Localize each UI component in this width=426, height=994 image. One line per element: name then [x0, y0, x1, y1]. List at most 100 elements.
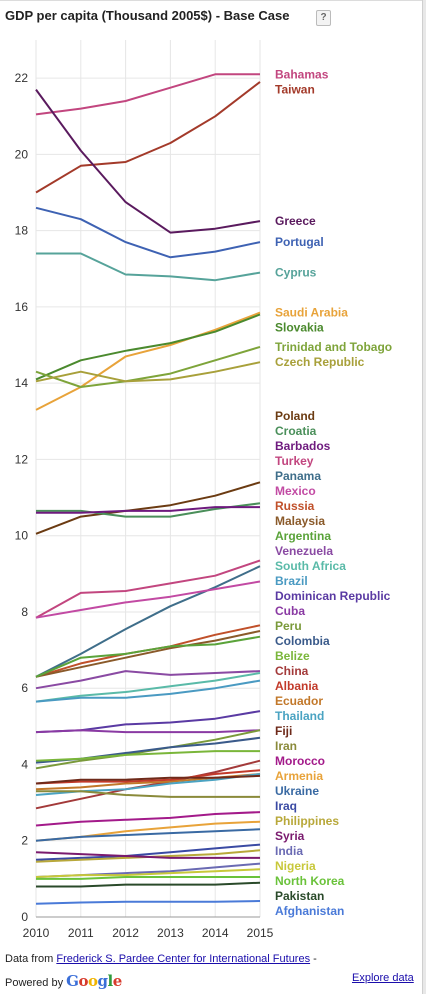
series-line — [35, 635, 261, 678]
series-label: Russia — [275, 499, 315, 513]
y-tick-label: 0 — [21, 910, 28, 924]
series-label: Iraq — [275, 799, 297, 813]
series-line — [35, 481, 261, 535]
series-label: Brazil — [275, 574, 308, 588]
series-label: Malaysia — [275, 514, 325, 528]
y-tick-label: 4 — [21, 757, 28, 771]
help-button[interactable]: ? — [316, 10, 331, 26]
series-label: Thailand — [275, 709, 324, 723]
series-line — [36, 881, 261, 888]
series-label: Saudi Arabia — [275, 306, 348, 320]
series-label: Peru — [275, 619, 302, 633]
x-tick-label: 2013 — [157, 926, 184, 940]
series-label: Colombia — [275, 634, 330, 648]
series-label: Croatia — [275, 424, 317, 438]
series-line — [35, 345, 261, 388]
series-label: Afghanistan — [275, 904, 344, 918]
series-line — [35, 750, 260, 762]
series-label: China — [275, 664, 309, 678]
series-line — [35, 559, 261, 619]
series-line — [36, 876, 260, 880]
x-tick-label: 2011 — [68, 926, 94, 940]
google-logo: Google — [66, 972, 122, 990]
series-label: Venezuela — [275, 544, 333, 558]
series-line — [35, 769, 261, 785]
series-line — [35, 774, 261, 785]
data-source-line: Data from Frederick S. Pardee Center for… — [5, 953, 317, 965]
series-label: Belize — [275, 649, 310, 663]
series-line — [35, 843, 261, 861]
x-tick-label: 2015 — [247, 926, 274, 940]
chart-axis: 0 2 4 6 8 10 12 14 16 18 20 22 2010 2011 2012 2013 2014 2… — [15, 71, 274, 940]
series-line — [35, 311, 261, 411]
series-label: Morocco — [275, 754, 325, 768]
series-line — [35, 710, 261, 734]
y-tick-label: 8 — [21, 605, 28, 619]
x-tick-label: 2010 — [23, 926, 50, 940]
series-label: Syria — [275, 829, 305, 843]
series-label: Panama — [275, 469, 321, 483]
series-label: Philippines — [275, 814, 339, 828]
y-tick-label: 10 — [15, 529, 29, 543]
series-label: Poland — [275, 409, 315, 423]
series-line — [35, 580, 261, 619]
x-tick-label: 2012 — [112, 926, 139, 940]
series-line — [36, 252, 261, 282]
y-tick-label: 22 — [15, 71, 29, 85]
series-label: Turkey — [275, 454, 314, 468]
series-line — [35, 565, 261, 678]
chart-title: GDP per capita (Thousand 2005$) - Base C… — [5, 8, 290, 23]
series-label: Fiji — [275, 724, 292, 738]
series-line — [35, 828, 261, 842]
explore-data-link[interactable]: Explore data — [352, 972, 414, 984]
series-label: Dominican Republic — [275, 589, 391, 603]
series-label: Greece — [275, 214, 316, 228]
series-line — [36, 506, 260, 514]
pardee-center-link[interactable]: Frederick S. Pardee Center for Internati… — [56, 953, 311, 965]
y-tick-label: 14 — [15, 376, 29, 390]
series-label: North Korea — [275, 874, 345, 888]
series-label: Nigeria — [275, 859, 316, 873]
series-line — [35, 811, 261, 827]
series-line — [35, 89, 261, 234]
series-label: Albania — [275, 679, 319, 693]
series-label: Mexico — [275, 484, 316, 498]
series-label: Pakistan — [275, 889, 324, 903]
frame-top-border — [0, 0, 426, 1]
x-tick-label: 2014 — [202, 926, 229, 940]
series-label: Argentina — [275, 529, 331, 543]
series-label: Slovakia — [275, 321, 324, 335]
scrollbar-track[interactable] — [422, 0, 426, 994]
series-line — [35, 672, 261, 703]
chart-series-lines — [35, 73, 261, 905]
series-line — [35, 670, 261, 690]
series-line — [36, 790, 260, 798]
series-label: Armenia — [275, 769, 323, 783]
series-label: Cyprus — [275, 266, 317, 280]
series-label: India — [275, 844, 303, 858]
chart-grid — [35, 40, 261, 918]
y-tick-label: 18 — [15, 224, 29, 238]
series-line — [35, 679, 261, 703]
powered-by-line: Powered by Google — [5, 972, 122, 990]
series-line — [35, 73, 260, 116]
series-label: Taiwan — [275, 82, 315, 96]
series-line — [35, 868, 261, 878]
y-tick-label: 20 — [15, 147, 29, 161]
series-line — [35, 759, 261, 810]
series-label: Ukraine — [275, 784, 319, 798]
line-chart: 0 2 4 6 8 10 12 14 16 18 20 22 2010 2011 2012 2013 2014 2… — [15, 40, 392, 940]
data-source-suffix: - — [310, 953, 317, 965]
y-tick-label: 16 — [15, 300, 29, 314]
series-label: South Africa — [275, 559, 346, 573]
y-tick-label: 2 — [21, 834, 28, 848]
series-label: Portugal — [275, 235, 324, 249]
series-label: Czech Republic — [275, 355, 365, 369]
series-line — [35, 81, 261, 194]
series-label: Ecuador — [275, 694, 323, 708]
y-tick-label: 6 — [21, 681, 28, 695]
series-line — [35, 361, 261, 383]
series-label: Barbados — [275, 439, 331, 453]
series-label: Iran — [275, 739, 297, 753]
